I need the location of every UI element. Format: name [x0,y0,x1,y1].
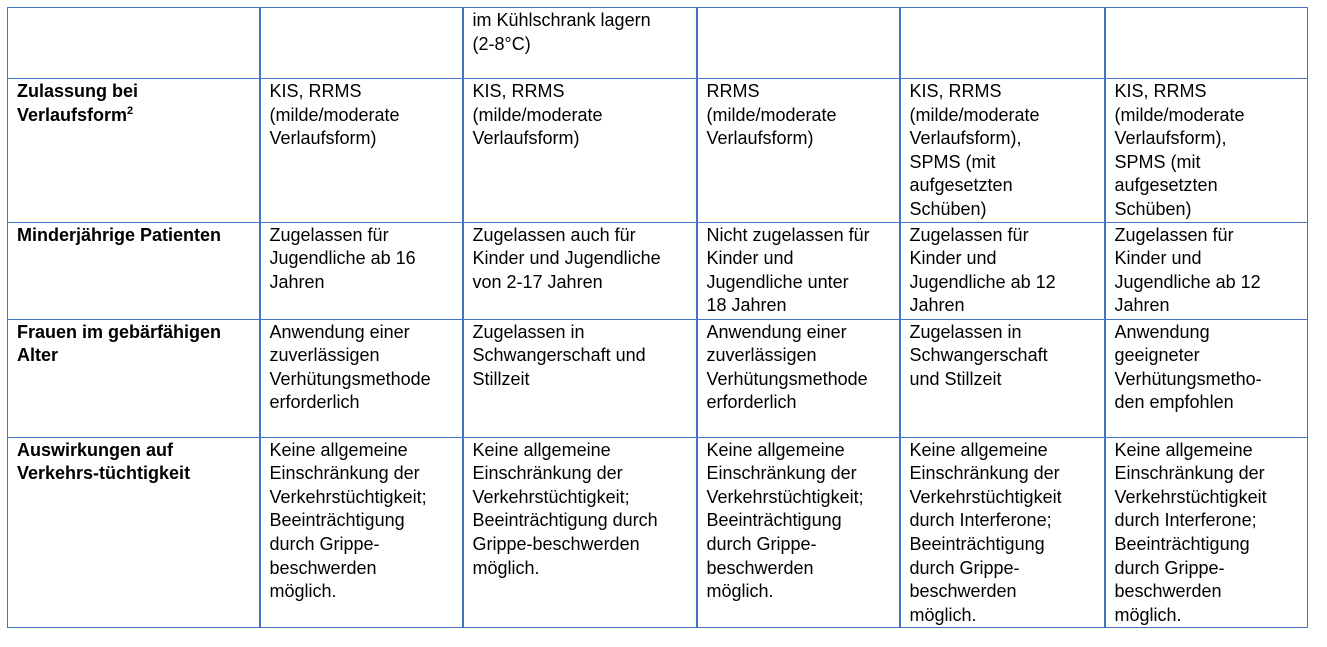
table-cell: Anwendung einer zuverlässigen Verhütungs… [258,318,464,438]
table-cell: Zugelassen für Kinder und Jugendliche ab… [898,221,1106,320]
table-cell: Keine allgemeine Einschränkung der Verke… [1103,436,1308,629]
minors-row: Minderjährige Patienten Zugelassen für Ju… [7,221,1308,320]
cell-text: KIS, RRMS (milde/moderate Verlaufsform),… [909,81,1040,219]
table-cell: Zugelassen für Kinder und Jugendliche ab… [1103,221,1308,320]
table-cell: Zugelassen auch für Kinder und Jugendlic… [461,221,698,320]
table-cell: Keine allgemeine Einschränkung der Verke… [461,436,698,629]
row-label: Frauen im gebärfähigen Alter [7,318,261,438]
cell-text: KIS, RRMS (milde/moderate Verlaufsform) [269,81,400,149]
cell-text: RRMS (milde/moderate Verlaufsform) [706,81,837,149]
cell-text: Keine allgemeine Einschränkung der Verke… [706,439,864,602]
row-label-text: Zulassung bei Verlaufsform [17,81,139,125]
storage-row: im Kühlschrank lagern (2-8°C) [7,7,1308,79]
table-cell: Keine allgemeine Einschränkung der Verke… [695,436,901,629]
table-cell: Keine allgemeine Einschränkung der Verke… [898,436,1106,629]
cell-text: Anwendung geeigneter Verhütungsmetho- de… [1114,321,1262,413]
row-label-text: Frauen im gebärfähigen Alter [17,321,222,366]
table-cell: Nicht zugelassen für Kinder und Jugendli… [695,221,901,320]
table-cell: Zugelassen in Schwangerschaft und Stillz… [461,318,698,438]
cell-text: Keine allgemeine Einschränkung der Verke… [269,439,427,602]
row-label-text: Minderjährige Patienten [17,224,222,245]
row-label-text: Auswirkungen auf Verkehrs-tüchtigkeit [17,439,191,484]
cell-text: Anwendung einer zuverlässigen Verhütungs… [269,321,431,413]
table-cell: KIS, RRMS (milde/moderate Verlaufsform),… [898,78,1106,223]
row-label: Zulassung bei Verlaufsform2 [7,78,261,223]
cell-text: Zugelassen für Kinder und Jugendliche ab… [1114,224,1261,316]
cell-text: Zugelassen für Kinder und Jugendliche ab… [909,224,1056,316]
cell-text: Zugelassen auch für Kinder und Jugendlic… [472,224,661,292]
cell-text: KIS, RRMS (milde/moderate Verlaufsform) [472,81,603,149]
table-cell: Keine allgemeine Einschränkung der Verke… [258,436,464,629]
cell-text: Zugelassen in Schwangerschaft und Stillz… [472,321,646,389]
table-cell: Zugelassen in Schwangerschaft und Stillz… [898,318,1106,438]
row-label: Minderjährige Patienten [7,221,261,320]
cell-text: im Kühlschrank lagern (2-8°C) [472,10,651,54]
table-cell: im Kühlschrank lagern (2-8°C) [461,7,698,79]
table-cell: Anwendung einer zuverlässigen Verhütungs… [695,318,901,438]
table-cell [695,7,901,79]
row-label [7,7,261,79]
table-cell: Zugelassen für Jugendliche ab 16 Jahren [258,221,464,320]
women-row: Frauen im gebärfähigen Alter Anwendung ei… [7,318,1308,438]
table-cell: KIS, RRMS (milde/moderate Verlaufsform) [258,78,464,223]
table-cell [1103,7,1308,79]
table-cell [258,7,464,79]
table-cell: RRMS (milde/moderate Verlaufsform) [695,78,901,223]
cell-text: KIS, RRMS (milde/moderate Verlaufsform),… [1114,81,1245,219]
comparison-table: im Kühlschrank lagern (2-8°C) Zulassung b… [7,7,1308,629]
footnote-marker: 2 [127,104,134,117]
table-cell [898,7,1106,79]
cell-text: Anwendung einer zuverlässigen Verhütungs… [706,321,868,413]
cell-text: Keine allgemeine Einschränkung der Verke… [909,439,1062,625]
approval-row: Zulassung bei Verlaufsform2 KIS, RRMS (mi… [7,78,1308,223]
row-label: Auswirkungen auf Verkehrs-tüchtigkeit [7,436,261,629]
cell-text: Keine allgemeine Einschränkung der Verke… [472,439,658,578]
table-cell: Anwendung geeigneter Verhütungsmetho- de… [1103,318,1308,438]
cell-text: Zugelassen für Jugendliche ab 16 Jahren [269,224,416,292]
table-cell: KIS, RRMS (milde/moderate Verlaufsform),… [1103,78,1308,223]
cell-text: Nicht zugelassen für Kinder und Jugendli… [706,224,870,316]
table-cell: KIS, RRMS (milde/moderate Verlaufsform) [461,78,698,223]
cell-text: Zugelassen in Schwangerschaft und Stillz… [909,321,1048,389]
cell-text: Keine allgemeine Einschränkung der Verke… [1114,439,1267,625]
driving-row: Auswirkungen auf Verkehrs-tüchtigkeit Kei… [7,436,1308,629]
